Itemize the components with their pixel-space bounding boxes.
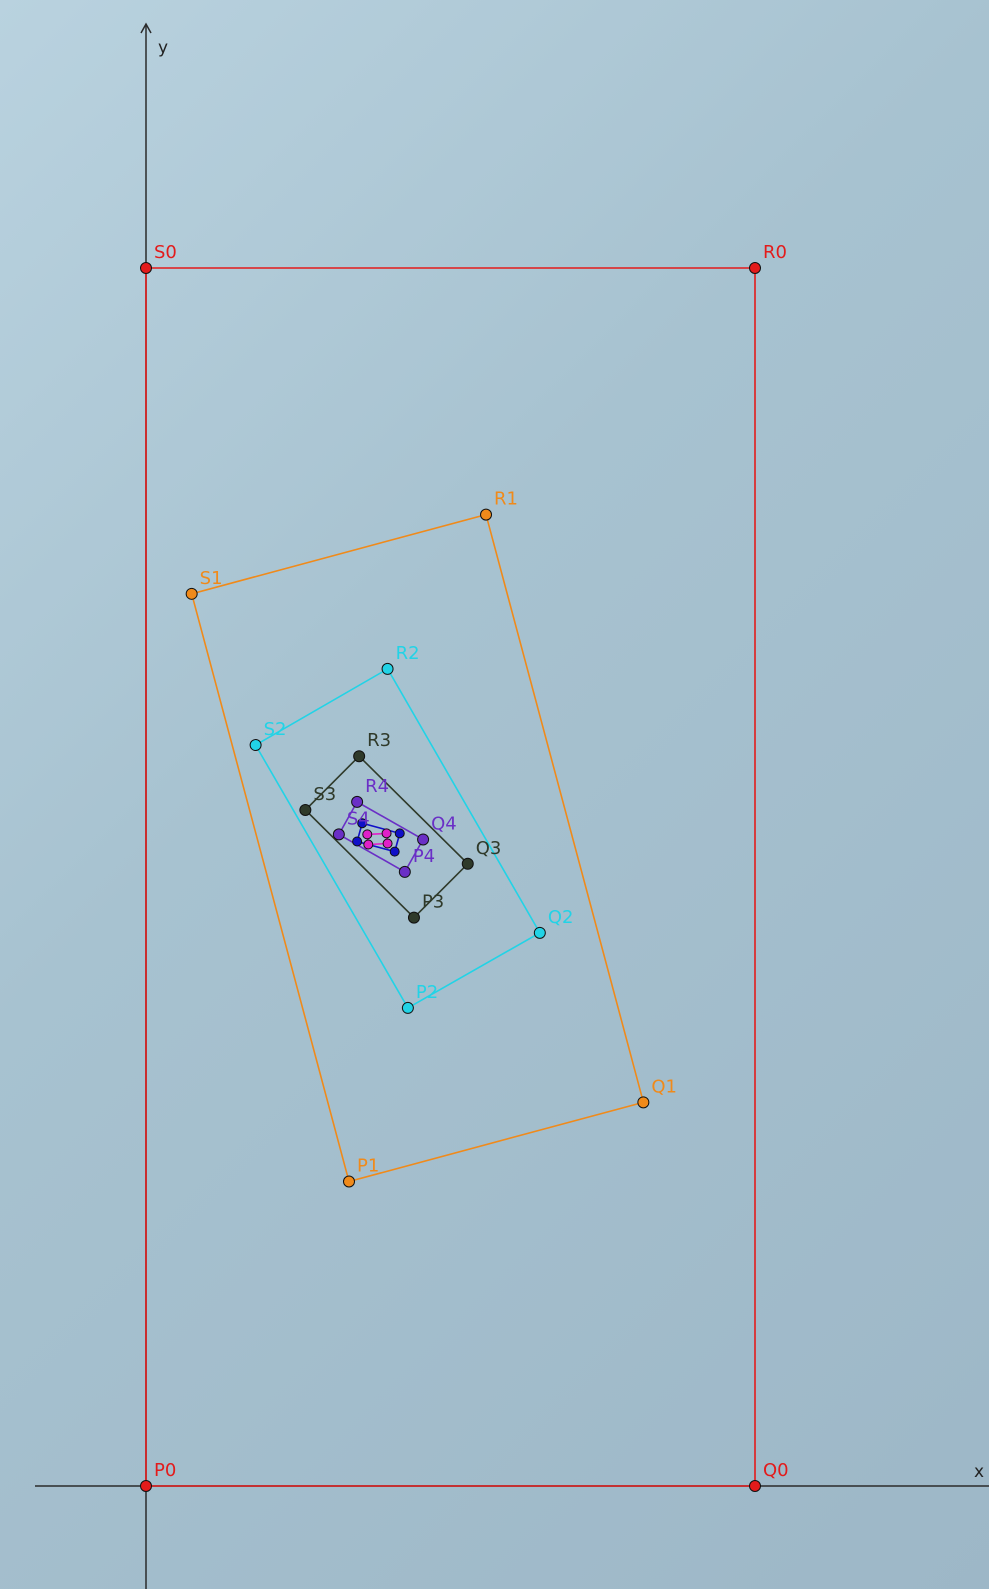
point-label-P1: P1 bbox=[357, 1156, 379, 1177]
point-P2[interactable] bbox=[401, 1001, 414, 1014]
axes bbox=[35, 22, 989, 1589]
point-poly6-3[interactable] bbox=[363, 839, 374, 850]
point-S3[interactable] bbox=[299, 804, 312, 817]
point-label-S3: S3 bbox=[313, 784, 336, 805]
polygons bbox=[145, 267, 756, 1487]
point-R1[interactable] bbox=[480, 508, 493, 521]
point-label-P3: P3 bbox=[422, 892, 444, 913]
point-S2[interactable] bbox=[249, 739, 262, 752]
point-label-S2: S2 bbox=[264, 719, 287, 740]
point-poly5-0[interactable] bbox=[389, 846, 400, 857]
point-P3[interactable] bbox=[407, 911, 420, 924]
point-S4[interactable] bbox=[332, 828, 345, 841]
point-Q3[interactable] bbox=[461, 857, 474, 870]
point-P4[interactable] bbox=[398, 865, 411, 878]
point-label-P2: P2 bbox=[416, 982, 438, 1003]
point-S1[interactable] bbox=[185, 587, 198, 600]
point-R4[interactable] bbox=[351, 795, 364, 808]
point-S0[interactable] bbox=[140, 262, 152, 274]
point-Q4[interactable] bbox=[417, 833, 430, 846]
point-label-R3: R3 bbox=[367, 730, 391, 751]
point-poly5-3[interactable] bbox=[352, 836, 363, 847]
y-axis-arrow bbox=[140, 22, 152, 34]
point-label-Q4: Q4 bbox=[431, 813, 457, 834]
point-R2[interactable] bbox=[381, 662, 394, 675]
point-poly5-1[interactable] bbox=[394, 828, 405, 839]
point-poly6-2[interactable] bbox=[362, 829, 373, 840]
point-labels: P0 Q0 R0 S0 P1 Q1 R1 S1 P2 Q2 R2 S2 P3 Q3 R3 S3 P4 Q4 R4 S4 bbox=[154, 242, 789, 1481]
point-label-S0: S0 bbox=[154, 242, 177, 263]
point-poly6-1[interactable] bbox=[381, 828, 392, 839]
point-Q1[interactable] bbox=[637, 1096, 650, 1109]
point-Q0[interactable] bbox=[749, 1480, 761, 1492]
point-Q2[interactable] bbox=[533, 926, 546, 939]
point-label-Q0: Q0 bbox=[763, 1460, 789, 1481]
polygon-poly0 bbox=[145, 267, 756, 1487]
point-label-R4: R4 bbox=[365, 776, 389, 797]
x-axis-label: x bbox=[974, 1462, 984, 1482]
point-poly6-0[interactable] bbox=[382, 838, 393, 849]
point-label-R1: R1 bbox=[494, 489, 518, 510]
point-label-Q2: Q2 bbox=[548, 907, 574, 928]
point-label-S4: S4 bbox=[347, 808, 370, 829]
point-label-S1: S1 bbox=[200, 568, 223, 589]
point-label-R0: R0 bbox=[763, 242, 787, 263]
point-label-P0: P0 bbox=[154, 1460, 176, 1481]
point-label-Q1: Q1 bbox=[651, 1076, 677, 1097]
point-P1[interactable] bbox=[343, 1175, 355, 1188]
point-poly5-2[interactable] bbox=[357, 818, 368, 829]
point-label-P4: P4 bbox=[413, 846, 435, 867]
y-axis-label: y bbox=[158, 38, 168, 58]
point-P0[interactable] bbox=[140, 1480, 152, 1492]
point-label-Q3: Q3 bbox=[476, 838, 502, 859]
point-R3[interactable] bbox=[353, 750, 366, 763]
point-R0[interactable] bbox=[749, 262, 761, 274]
point-label-R2: R2 bbox=[396, 643, 420, 664]
points bbox=[140, 262, 761, 1492]
